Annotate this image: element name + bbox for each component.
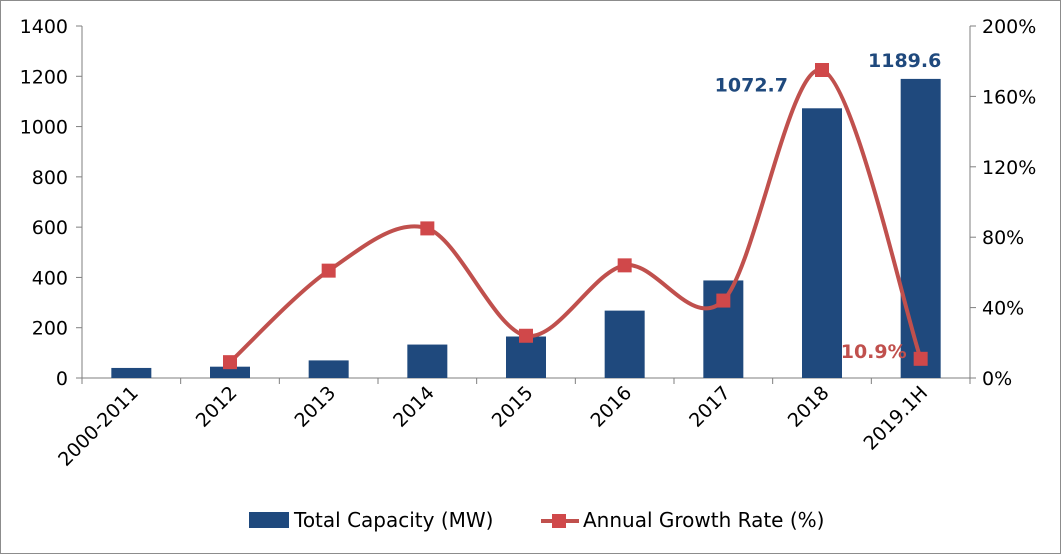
y-right-tick-label: 40%: [982, 298, 1024, 320]
x-tick-label: 2018: [784, 382, 834, 432]
y-left-tick-label: 800: [32, 167, 68, 189]
bar: [900, 78, 941, 378]
bar-data-label: 1189.6: [868, 50, 941, 72]
x-tick-label: 2019.1H: [860, 382, 933, 455]
y-left-tick-label: 1000: [20, 117, 68, 139]
bar: [506, 336, 546, 378]
line-marker: [223, 355, 237, 370]
y-right-tick-label: 120%: [982, 157, 1036, 179]
y-right-tick-label: 80%: [982, 227, 1024, 249]
legend-bar-swatch: [249, 512, 289, 528]
y-left-tick-label: 1200: [20, 66, 68, 88]
legend: Total Capacity (MW) Annual Growth Rate (%…: [249, 508, 824, 532]
legend-line-label: Annual Growth Rate (%): [583, 508, 824, 532]
bar-series: [111, 78, 941, 378]
line-series: [223, 63, 928, 370]
line-marker: [815, 63, 829, 77]
y-left-tick-label: 0: [56, 368, 68, 390]
axes: 0 200 400 600 800 1000 1200 1400 0% 40% 80% 120% 160…: [20, 16, 1037, 471]
bar: [111, 367, 152, 378]
y-right-tick-label: 0%: [982, 368, 1012, 390]
bar: [407, 344, 448, 378]
y-left-tick-label: 400: [32, 267, 68, 289]
y-left-tick-label: 1400: [20, 16, 68, 38]
bar: [604, 310, 645, 378]
line-data-label: 10.9%: [841, 341, 907, 363]
x-tick-label: 2016: [586, 382, 636, 432]
x-tick-label: 2014: [389, 382, 439, 432]
x-tick-label: 2017: [685, 382, 735, 432]
x-tick-label: 2015: [488, 382, 538, 432]
line-marker: [321, 263, 336, 278]
y-left-tick-label: 600: [32, 217, 68, 239]
data-labels: 1072.7 1189.6 10.9%: [715, 50, 942, 363]
line-marker: [420, 221, 435, 236]
bar: [802, 108, 842, 378]
bar-data-label: 1072.7: [715, 74, 788, 96]
line-marker: [519, 328, 533, 343]
x-tick-label: 2012: [192, 382, 242, 432]
legend-line-marker: [552, 514, 566, 528]
line-marker: [716, 293, 731, 308]
x-tick-label: 2013: [290, 382, 340, 432]
y-right-tick-label: 200%: [982, 16, 1036, 38]
y-right-tick-label: 160%: [982, 86, 1036, 108]
legend-bar-label: Total Capacity (MW): [293, 508, 493, 532]
line-marker: [913, 351, 928, 366]
y-left-tick-label: 200: [32, 318, 68, 340]
bar: [308, 360, 349, 378]
bar: [210, 366, 250, 378]
x-tick-label: 2000-2011: [54, 382, 143, 471]
line-marker: [617, 258, 632, 273]
